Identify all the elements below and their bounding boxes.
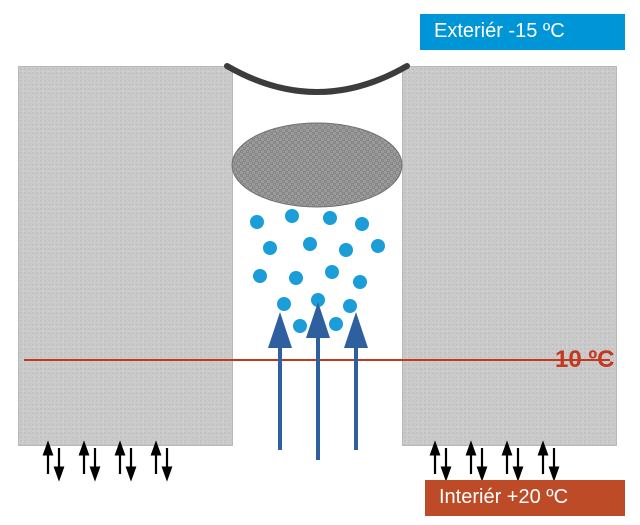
interior-label: Interiér +20 ºC <box>425 480 625 516</box>
dewpoint-label: 10 ºC <box>555 346 614 374</box>
diagram-svg <box>0 0 640 525</box>
dewpoint-label-text: 10 ºC <box>555 346 614 373</box>
interior-label-text: Interiér +20 ºC <box>439 486 568 508</box>
diagram-canvas: Exteriér -15 ºC 10 ºC Interiér +20 ºC <box>0 0 640 525</box>
